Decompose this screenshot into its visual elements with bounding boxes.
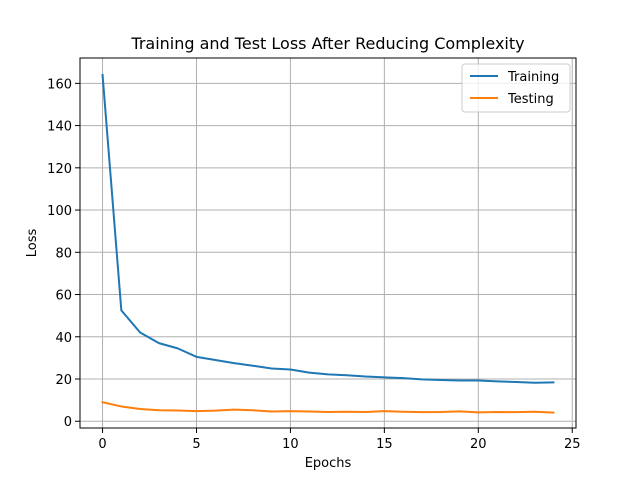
x-tick-label: 15	[376, 437, 393, 452]
series-line-testing	[101, 401, 555, 414]
chart-title: Training and Test Loss After Reducing Co…	[130, 34, 524, 53]
x-tick-label: 25	[564, 437, 581, 452]
series-line-training	[101, 73, 555, 384]
plot-frame	[79, 57, 577, 429]
y-tick-label: 120	[47, 162, 72, 177]
y-tick-label: 160	[47, 77, 72, 92]
x-tick-label: 20	[470, 437, 487, 452]
ticks: 0 5 10 15 20 25 0 20 40 60 80 100 120 140 160	[47, 77, 580, 452]
legend: Training Testing	[461, 63, 571, 113]
y-tick-label: 100	[47, 204, 72, 219]
grid	[80, 58, 576, 428]
y-tick-label: 140	[47, 120, 72, 135]
x-axis-title: Epochs	[305, 456, 352, 471]
x-tick-label: 5	[192, 437, 200, 452]
x-tick-label: 10	[282, 437, 299, 452]
x-tick-label: 0	[98, 437, 106, 452]
y-axis-title: Loss	[25, 229, 40, 258]
legend-label-testing: Testing	[507, 92, 554, 107]
y-tick-label: 40	[55, 331, 72, 346]
legend-label-training: Training	[507, 70, 559, 85]
series-layer	[101, 73, 555, 414]
y-tick-label: 80	[55, 246, 72, 261]
y-tick-label: 20	[55, 373, 72, 388]
y-tick-label: 60	[55, 289, 72, 304]
y-tick-label: 0	[64, 415, 72, 430]
